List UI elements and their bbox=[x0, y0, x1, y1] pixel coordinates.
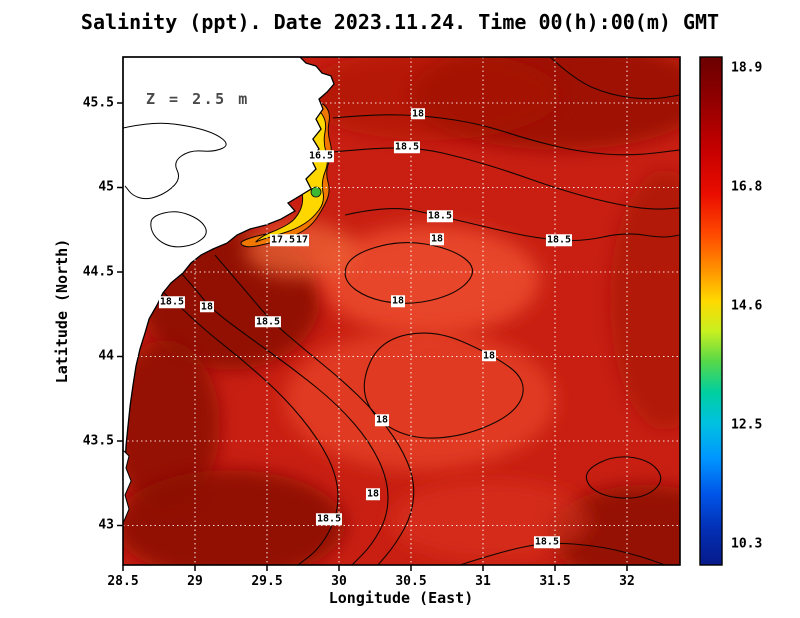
x-tick-label: 30.5 bbox=[395, 574, 427, 589]
depth-annotation: Z = 2.5 m bbox=[146, 90, 250, 108]
low-salinity-spot bbox=[310, 186, 322, 198]
y-tick-label: 43 bbox=[98, 517, 114, 533]
contour-label: 18 bbox=[375, 414, 390, 426]
contour-label: 18.5 bbox=[426, 210, 453, 222]
contour-label: 18.5 bbox=[533, 536, 560, 548]
contour-label: 18 bbox=[482, 350, 497, 362]
y-tick-label: 43.5 bbox=[82, 433, 114, 449]
colorbar-tick-label: 14.6 bbox=[731, 298, 763, 314]
x-tick-label: 32 bbox=[619, 574, 635, 589]
y-tick-label: 45 bbox=[98, 179, 114, 195]
contour-line bbox=[332, 114, 680, 156]
contour-label: 17.5 bbox=[269, 234, 297, 246]
lagoon-outline bbox=[150, 211, 207, 248]
x-tick-label: 31 bbox=[475, 574, 491, 589]
x-tick-label: 31.5 bbox=[539, 574, 571, 589]
colorbar-tick-label: 18.9 bbox=[731, 60, 763, 76]
contour-label: 18.5 bbox=[254, 316, 282, 328]
y-axis-label: Latitude (North) bbox=[53, 238, 71, 384]
colorbar-tick-label: 16.8 bbox=[731, 179, 763, 195]
contour-label: 18 bbox=[365, 488, 381, 500]
contour-label: 18 bbox=[411, 108, 426, 120]
y-tick-label: 44 bbox=[98, 348, 114, 364]
contour-label: 16.5 bbox=[307, 150, 335, 162]
x-tick-label: 30 bbox=[331, 574, 347, 589]
colorbar-tick-label: 12.5 bbox=[731, 417, 763, 433]
contour-label: 18 bbox=[391, 295, 406, 307]
contour-line bbox=[549, 57, 680, 100]
contour-label: 18 bbox=[430, 233, 445, 245]
x-tick-label: 28.5 bbox=[107, 574, 139, 589]
lagoon-outline bbox=[122, 122, 227, 200]
contour-label: 18 bbox=[199, 301, 214, 313]
contour-label: 18.5 bbox=[316, 513, 343, 525]
contour-label: 17 bbox=[294, 234, 310, 246]
contour-line bbox=[459, 542, 666, 565]
contour-label: 18.5 bbox=[545, 234, 573, 246]
contour-line bbox=[585, 456, 662, 499]
colorbar bbox=[699, 56, 723, 566]
y-tick-label: 45.5 bbox=[82, 95, 114, 111]
y-tick-label: 44.5 bbox=[82, 264, 114, 280]
grid-lines bbox=[123, 57, 680, 565]
colorbar-tick-label: 10.3 bbox=[731, 536, 763, 552]
contour-line bbox=[344, 208, 680, 242]
x-tick-label: 29.5 bbox=[251, 574, 283, 589]
x-tick-label: 29 bbox=[187, 574, 203, 589]
contour-label: 18.5 bbox=[158, 296, 185, 308]
contour-label: 18.5 bbox=[393, 141, 421, 153]
contour-line bbox=[344, 242, 474, 304]
chart-title: Salinity (ppt). Date 2023.11.24. Time 00… bbox=[80, 10, 720, 34]
plot-border bbox=[122, 56, 681, 566]
x-axis-label: Longitude (East) bbox=[328, 589, 474, 607]
